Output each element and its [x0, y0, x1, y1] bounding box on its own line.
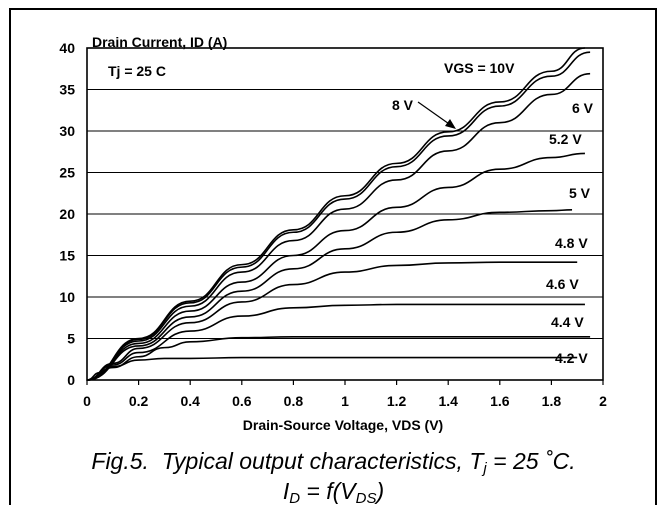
x-tick-label: 1.6: [490, 393, 510, 409]
y-tick-label: 25: [59, 165, 75, 181]
series-label: 5.2 V: [549, 131, 582, 147]
series-label: 8 V: [392, 97, 414, 113]
series-line: [86, 72, 591, 381]
output-characteristics-chart: 0 5 10 15 20 25 30 35 40 0 0.2 0.4 0.6 0.8 1 1.2 1.4 1.6…: [59, 34, 607, 433]
series-line: [86, 261, 578, 381]
x-tick-label: 0.8: [284, 393, 304, 409]
grid: [86, 89, 604, 385]
x-tick-label: 1.4: [438, 393, 458, 409]
x-tick-label: 1: [341, 393, 349, 409]
x-tick-labels: 0 0.2 0.4 0.6 0.8 1 1.2 1.4 1.6 1.8 2: [83, 393, 607, 409]
x-tick-label: 1.2: [387, 393, 407, 409]
y-tick-label: 30: [59, 123, 75, 139]
series-line: [86, 209, 573, 381]
x-tick-label: 0: [83, 393, 91, 409]
caption-mid: = f(V: [300, 478, 356, 504]
x-tick-label: 2: [599, 393, 607, 409]
y-tick-labels: 0 5 10 15 20 25 30 35 40: [59, 40, 75, 388]
y-tick-label: 20: [59, 206, 75, 222]
figure-number: Fig.5.: [91, 448, 149, 474]
caption-end: ): [376, 478, 385, 504]
caption-subscript-j: j: [483, 460, 487, 477]
series-line: [86, 336, 591, 381]
y-tick-label: 5: [67, 331, 75, 347]
x-axis-title: Drain-Source Voltage, VDS (V): [243, 417, 443, 433]
y-tick-label: 15: [59, 248, 75, 264]
series-line: [86, 47, 586, 381]
series-label: VGS = 10V: [444, 60, 515, 76]
figure-caption-line2: ID = f(VDS): [0, 478, 667, 507]
caption-subscript-d: D: [289, 490, 301, 507]
annotation-arrow: [417, 101, 453, 127]
plot-border: [86, 47, 604, 381]
x-tick-label: 0.2: [129, 393, 149, 409]
caption-id: I: [282, 478, 290, 504]
x-tick-label: 1.8: [542, 393, 562, 409]
series-label: 4.2 V: [555, 350, 588, 366]
series-label: 5 V: [569, 185, 591, 201]
series-label: 4.8 V: [555, 235, 588, 251]
x-tick-label: 0.6: [232, 393, 252, 409]
series-lines: [86, 47, 591, 381]
y-tick-label: 0: [67, 372, 75, 388]
series-line: [86, 356, 578, 381]
figure-frame: [9, 8, 657, 505]
series-label: 4.4 V: [551, 314, 584, 330]
series-line: [86, 51, 591, 381]
caption-subscript-ds: DS: [355, 490, 377, 507]
temperature-annotation: Tj = 25 C: [108, 63, 166, 79]
figure-caption-line1: Fig.5. Typical output characteristics, T…: [0, 448, 667, 477]
arrow-head: [445, 119, 456, 129]
series-labels: VGS = 10V 8 V 6 V 5.2 V 5 V 4.8 V 4.6 V 4.4 V 4.…: [392, 60, 594, 366]
series-line: [86, 303, 585, 381]
caption-tail: = 25 ˚C.: [486, 448, 576, 474]
series-line: [86, 152, 585, 381]
caption-text: Typical output characteristics, T: [161, 448, 484, 474]
series-label: 4.6 V: [546, 276, 579, 292]
y-tick-label: 35: [59, 82, 75, 98]
series-label: 6 V: [572, 100, 594, 116]
y-tick-label: 40: [59, 40, 75, 56]
y-tick-label: 10: [59, 289, 75, 305]
x-tick-label: 0.4: [180, 393, 200, 409]
y-axis-title: Drain Current, ID (A): [92, 34, 227, 50]
